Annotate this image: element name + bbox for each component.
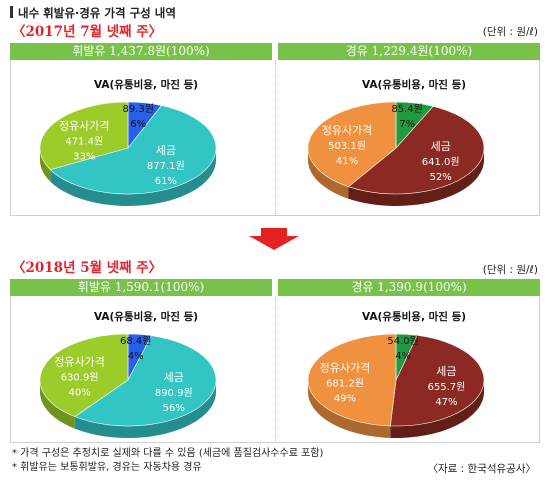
pie-2-label-VA-1: 4% bbox=[128, 351, 144, 362]
pie-1-slice-세금 bbox=[347, 105, 485, 195]
pie-1-label-세금-0: 세금 bbox=[431, 140, 451, 153]
pie-3-label-정유사가격-2: 49% bbox=[334, 393, 356, 404]
pie-3-label-VA-1: 4% bbox=[395, 351, 411, 362]
pie-2-va-caption: VA(유통비용, 마진 등) bbox=[94, 310, 198, 323]
panel-divider-2018 bbox=[275, 296, 276, 443]
pie-2-label-정유사가격-2: 40% bbox=[69, 387, 91, 398]
pie-0-label-정유사가격-0: 정유사가격 bbox=[59, 119, 110, 132]
pie-0-label-세금-2: 61% bbox=[155, 176, 177, 187]
pie-2-label-세금-2: 56% bbox=[163, 403, 185, 414]
pie-chart-1: 85.4원 7% 세금 641.0원 52% 정유사가격 503.1원 41% VA(유통비용,… bbox=[307, 78, 485, 206]
pie-3-slice-세금 bbox=[390, 335, 485, 427]
pie-2-slice-정유사가격 bbox=[39, 333, 129, 417]
footnote-2: * 휘발유는 보통휘발유, 경유는 자동차용 경유 bbox=[12, 462, 202, 473]
pie-1-side-1-0 bbox=[348, 148, 484, 206]
pie-0-label-정유사가격-2: 33% bbox=[73, 151, 95, 162]
unit-label-2017: (단위 : 원/ℓ) bbox=[482, 26, 538, 38]
panel-head-diesel-2018: 경유 1,390.9(100%) bbox=[278, 279, 540, 296]
title-mark bbox=[10, 6, 13, 18]
pie-1-label-VA-1: 7% bbox=[399, 119, 415, 130]
pie-1-label-정유사가격-0: 정유사가격 bbox=[322, 124, 373, 137]
pie-1-side-2-0 bbox=[308, 148, 349, 199]
pie-chart-0: 89.3원 6% 세금 877.1원 61% 정유사가격 471.4원 33% VA(유통비용,… bbox=[39, 78, 217, 206]
pie-3-side-2-0 bbox=[308, 380, 391, 438]
down-arrow-icon bbox=[249, 228, 299, 250]
pie-1-label-정유사가격-2: 41% bbox=[336, 156, 358, 167]
pie-2-label-세금-0: 세금 bbox=[164, 371, 184, 384]
pie-0-label-VA-0: 89.3원 bbox=[122, 103, 153, 115]
pie-2-label-정유사가격-1: 630.9원 bbox=[61, 371, 99, 383]
pie-1-label-정유사가격-1: 503.1원 bbox=[328, 140, 366, 152]
pie-chart-3: 54.0원 4% 세금 655.7원 47% 정유사가격 681.2원 49% VA(유통비용,… bbox=[307, 310, 485, 438]
pie-2-side-2-0 bbox=[40, 380, 75, 429]
period-label-2017: 〈2017년 7월 넷째 주〉 bbox=[12, 24, 163, 40]
pie-2-slice-세금 bbox=[74, 335, 217, 427]
pie-1-label-세금-2: 52% bbox=[430, 172, 452, 183]
pie-0-side-1-0 bbox=[50, 148, 217, 206]
pie-3-label-정유사가격-1: 681.2원 bbox=[326, 377, 364, 389]
pie-0-label-VA-1: 6% bbox=[130, 119, 146, 130]
panel-head-diesel-2017: 경유 1,229.4원(100%) bbox=[278, 43, 540, 60]
pie-1-slice-정유사가격 bbox=[307, 101, 397, 188]
page-title: 내수 휘발유·경유 가격 구성 내역 bbox=[10, 5, 176, 21]
pie-3-label-세금-0: 세금 bbox=[436, 365, 456, 378]
pie-2-label-세금-1: 890.9원 bbox=[155, 387, 193, 399]
period-label-2018: 〈2018년 5월 넷째 주〉 bbox=[12, 260, 163, 276]
pie-3-label-정유사가격-0: 정유사가격 bbox=[320, 361, 371, 374]
source-label: 〈자료 : 한국석유공사〉 bbox=[427, 463, 537, 475]
pie-1-label-VA-0: 85.4원 bbox=[391, 103, 422, 115]
pie-3-label-세금-2: 47% bbox=[435, 397, 457, 408]
pie-2-label-정유사가격-0: 정유사가격 bbox=[54, 355, 105, 368]
pie-0-slice-세금 bbox=[49, 105, 217, 195]
pie-2-side-1-0 bbox=[74, 380, 216, 438]
pie-1-label-세금-1: 641.0원 bbox=[422, 156, 460, 168]
footnote-1: * 가격 구성은 추정치로 실제와 다를 수 있음 (세금에 품질검사수수료 포… bbox=[12, 448, 324, 459]
panel-head-gasoline-2017: 휘발유 1,437.8원(100%) bbox=[10, 43, 272, 60]
pie-0-label-정유사가격-1: 471.4원 bbox=[65, 135, 103, 147]
pie-3-slice-정유사가격 bbox=[307, 333, 397, 427]
page-title-text: 내수 휘발유·경유 가격 구성 내역 bbox=[18, 6, 176, 20]
pie-0-slice-정유사가격 bbox=[39, 101, 129, 170]
unit-label-2018: (단위 : 원/ℓ) bbox=[482, 264, 538, 276]
pie-0-label-세금-0: 세금 bbox=[156, 144, 176, 157]
pie-3-label-세금-1: 655.7원 bbox=[428, 381, 466, 393]
pie-0-label-세금-1: 877.1원 bbox=[147, 160, 185, 172]
pie-0-side-2-0 bbox=[40, 148, 51, 182]
panel-divider-2017 bbox=[275, 60, 276, 216]
panel-head-gasoline-2018: 휘발유 1,590.1(100%) bbox=[10, 279, 272, 296]
pie-0-va-caption: VA(유통비용, 마진 등) bbox=[94, 78, 198, 91]
pie-3-label-VA-0: 54.0원 bbox=[387, 335, 418, 347]
pie-3-va-caption: VA(유통비용, 마진 등) bbox=[362, 310, 466, 323]
pie-chart-2: 68.4원 4% 세금 890.9원 56% 정유사가격 630.9원 40% VA(유통비용,… bbox=[39, 310, 217, 438]
pie-2-label-VA-0: 68.4원 bbox=[120, 335, 151, 347]
footnotes: * 가격 구성은 추정치로 실제와 다를 수 있음 (세금에 품질검사수수료 포… bbox=[12, 447, 323, 475]
pie-3-side-1-0 bbox=[390, 380, 484, 438]
pie-1-va-caption: VA(유통비용, 마진 등) bbox=[362, 78, 466, 91]
